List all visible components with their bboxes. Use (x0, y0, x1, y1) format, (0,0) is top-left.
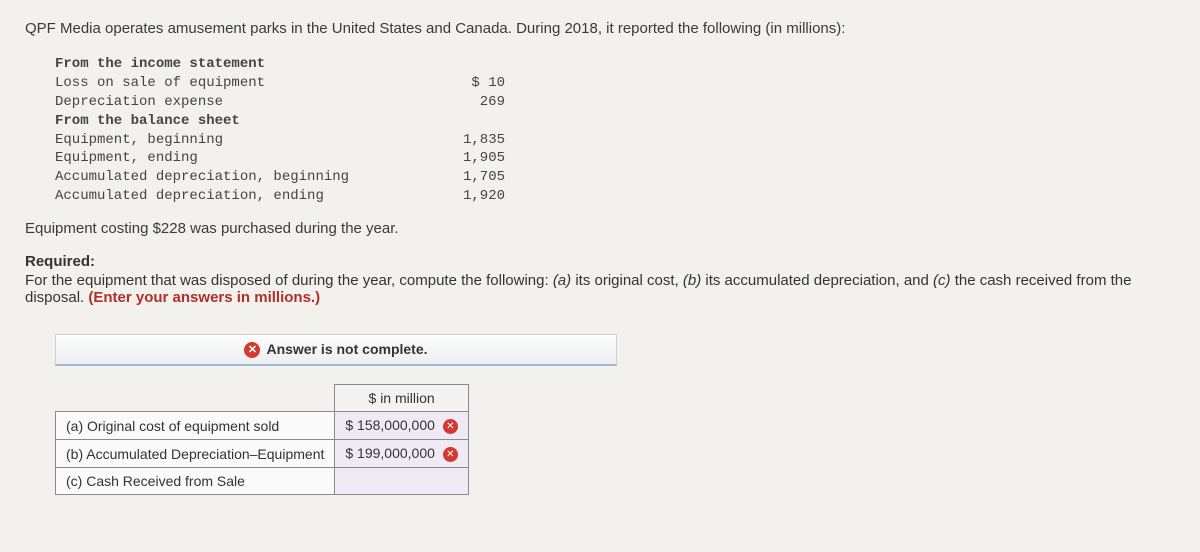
data-label: Equipment, beginning (55, 131, 435, 150)
data-label: Accumulated depreciation, ending (55, 187, 435, 206)
error-icon: ✕ (244, 342, 260, 358)
table-header: $ in million (335, 385, 468, 412)
income-statement-head: From the income statement (55, 55, 435, 74)
problem-intro: QPF Media operates amusement parks in th… (25, 20, 1175, 37)
row-label: (b) Accumulated Depreciation–Equipment (56, 440, 335, 468)
answer-instruction: (Enter your answers in millions.) (88, 289, 320, 306)
data-label: Loss on sale of equipment (55, 74, 435, 93)
purchase-statement: Equipment costing $228 was purchased dur… (25, 220, 1175, 237)
required-body: For the equipment that was disposed of d… (25, 272, 1175, 306)
data-value: 1,705 (435, 168, 505, 187)
balance-sheet-head: From the balance sheet (55, 112, 435, 131)
table-row: (a) Original cost of equipment sold $ 15… (56, 412, 469, 440)
data-label: Depreciation expense (55, 93, 435, 112)
financial-data-block: From the income statement Loss on sale o… (55, 55, 1175, 206)
answer-cell[interactable] (335, 468, 468, 495)
data-value: 1,835 (435, 131, 505, 150)
wrong-icon: ✕ (443, 447, 458, 462)
answers-table: $ in million (a) Original cost of equipm… (55, 384, 469, 495)
data-value: 1,905 (435, 149, 505, 168)
wrong-icon: ✕ (443, 419, 458, 434)
answer-status-banner: ✕ Answer is not complete. (55, 334, 617, 366)
table-row: (b) Accumulated Depreciation–Equipment $… (56, 440, 469, 468)
required-heading: Required: (25, 253, 1175, 270)
answer-cell[interactable]: $ 199,000,000 ✕ (335, 440, 468, 468)
row-label: (a) Original cost of equipment sold (56, 412, 335, 440)
data-value: 269 (435, 93, 505, 112)
data-label: Equipment, ending (55, 149, 435, 168)
data-label: Accumulated depreciation, beginning (55, 168, 435, 187)
table-row: (c) Cash Received from Sale (56, 468, 469, 495)
banner-text: Answer is not complete. (266, 341, 427, 357)
answer-cell[interactable]: $ 158,000,000 ✕ (335, 412, 468, 440)
row-label: (c) Cash Received from Sale (56, 468, 335, 495)
data-value: $ 10 (435, 74, 505, 93)
data-value: 1,920 (435, 187, 505, 206)
